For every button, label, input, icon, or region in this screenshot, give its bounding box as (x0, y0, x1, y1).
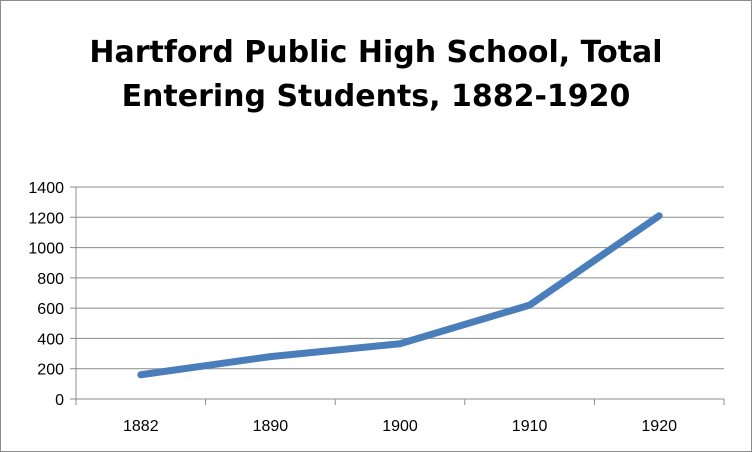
y-tick-label: 400 (37, 331, 64, 348)
chart-title-line-1: Hartford Public High School, Total (89, 35, 663, 70)
x-tick-label: 1920 (641, 418, 677, 435)
x-tick-label: 1890 (253, 418, 289, 435)
y-tick-label: 200 (37, 362, 64, 379)
y-tick-label: 0 (55, 392, 64, 409)
y-tick-label: 800 (37, 271, 64, 288)
y-tick-label: 600 (37, 301, 64, 318)
series-line (137, 212, 663, 379)
y-tick-label: 1000 (28, 241, 64, 258)
x-tick-label: 1910 (512, 418, 548, 435)
x-tick-label: 1882 (123, 418, 159, 435)
y-tick-label: 1400 (28, 180, 64, 197)
chart-title: Hartford Public High School, Total Enter… (1, 31, 751, 119)
y-tick-label: 1200 (28, 210, 64, 227)
chart-title-line-2: Entering Students, 1882-1920 (121, 79, 631, 114)
x-tick-label: 1900 (382, 418, 418, 435)
